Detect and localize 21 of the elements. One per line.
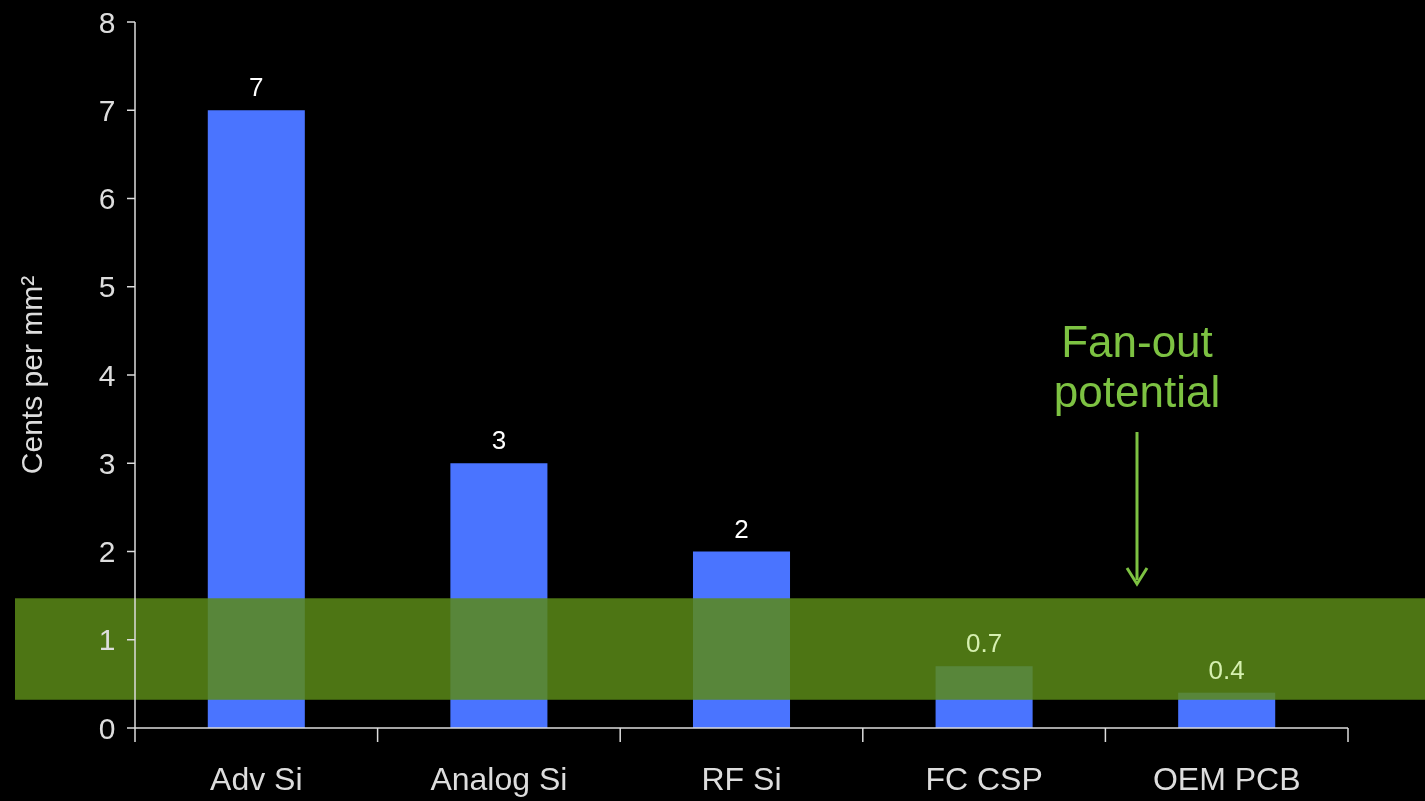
- y-tick-label: 0: [98, 711, 116, 745]
- x-tick-label: FC CSP: [925, 761, 1043, 797]
- y-tick-label: 1: [98, 623, 116, 657]
- y-tick-label: 3: [98, 446, 116, 480]
- y-tick-label: 7: [98, 93, 116, 127]
- x-tick-label: RF Si: [701, 761, 782, 797]
- y-tick-label: 6: [98, 182, 116, 215]
- x-tick-label: Analog Si: [430, 761, 568, 797]
- y-tick-label: 5: [98, 270, 116, 304]
- data-label: 0.7: [966, 628, 1003, 659]
- data-label: 2: [734, 513, 749, 544]
- y-axis-title: Cents per mm²: [15, 275, 48, 475]
- annotation: Fan-out potential: [1053, 317, 1221, 416]
- data-label: 0.4: [1208, 654, 1245, 685]
- x-tick-label: Adv Si: [210, 761, 303, 797]
- x-tick-label: OEM PCB: [1152, 761, 1301, 797]
- y-tick-label: 4: [98, 358, 116, 392]
- y-tick-label: 2: [98, 535, 116, 568]
- data-label: 7: [249, 72, 264, 103]
- data-label: 3: [491, 425, 507, 456]
- y-tick-label: 8: [98, 5, 116, 39]
